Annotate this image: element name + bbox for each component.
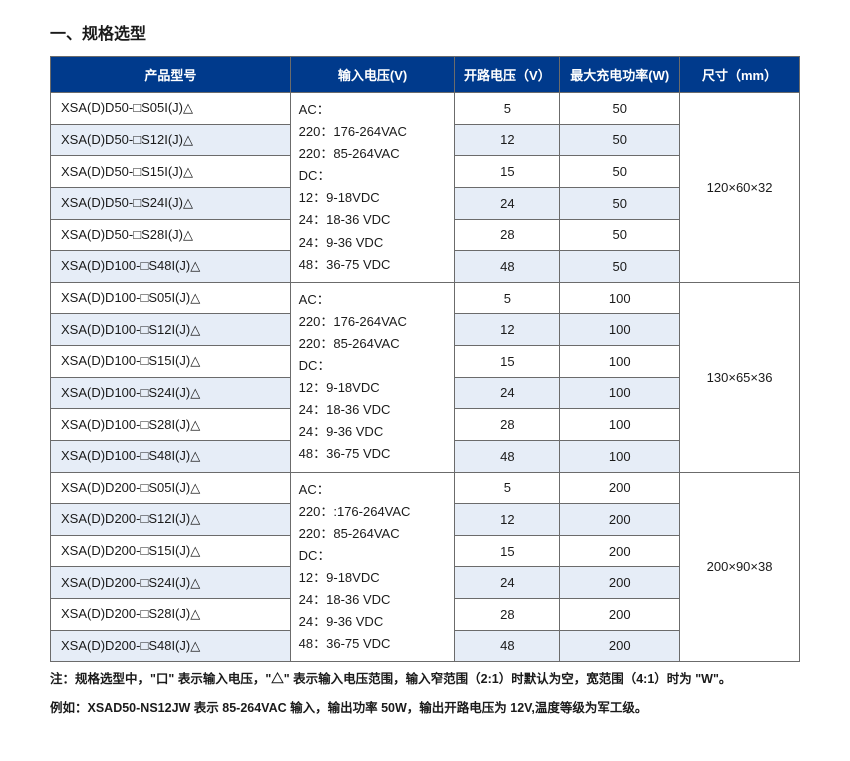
th-open: 开路电压（V） [455, 57, 560, 93]
cell-max-power: 50 [560, 124, 680, 156]
cell-model: XSA(D)D100-□S24I(J)△ [51, 377, 291, 409]
cell-max-power: 50 [560, 93, 680, 125]
cell-max-power: 200 [560, 472, 680, 504]
cell-max-power: 50 [560, 251, 680, 283]
cell-max-power: 100 [560, 282, 680, 314]
cell-model: XSA(D)D200-□S15I(J)△ [51, 535, 291, 567]
cell-model: XSA(D)D100-□S05I(J)△ [51, 282, 291, 314]
cell-model: XSA(D)D100-□S48I(J)△ [51, 440, 291, 472]
cell-open-voltage: 12 [455, 314, 560, 346]
cell-model: XSA(D)D200-□S05I(J)△ [51, 472, 291, 504]
cell-max-power: 50 [560, 219, 680, 251]
cell-open-voltage: 15 [455, 156, 560, 188]
cell-open-voltage: 28 [455, 219, 560, 251]
spec-table: 产品型号 输入电压(V) 开路电压（V） 最大充电功率(W) 尺寸（mm） XS… [50, 56, 800, 662]
cell-open-voltage: 15 [455, 346, 560, 378]
cell-model: XSA(D)D50-□S05I(J)△ [51, 93, 291, 125]
cell-open-voltage: 24 [455, 377, 560, 409]
cell-model: XSA(D)D100-□S28I(J)△ [51, 409, 291, 441]
cell-open-voltage: 48 [455, 440, 560, 472]
footnote-1: 注：规格选型中，"口" 表示输入电压，"△" 表示输入电压范围，输入窄范围（2:… [50, 668, 800, 691]
cell-input-voltage: AC：220：176-264VAC220：85-264VACDC：12：9-18… [290, 93, 455, 283]
cell-model: XSA(D)D200-□S28I(J)△ [51, 599, 291, 631]
cell-model: XSA(D)D50-□S12I(J)△ [51, 124, 291, 156]
cell-model: XSA(D)D200-□S12I(J)△ [51, 504, 291, 536]
cell-max-power: 100 [560, 377, 680, 409]
cell-input-voltage: AC：220：:176-264VAC220：85-264VACDC：12：9-1… [290, 472, 455, 662]
cell-max-power: 50 [560, 187, 680, 219]
cell-model: XSA(D)D50-□S24I(J)△ [51, 187, 291, 219]
cell-max-power: 200 [560, 567, 680, 599]
cell-open-voltage: 12 [455, 504, 560, 536]
cell-size: 200×90×38 [680, 472, 800, 662]
header-row: 产品型号 输入电压(V) 开路电压（V） 最大充电功率(W) 尺寸（mm） [51, 57, 800, 93]
th-input: 输入电压(V) [290, 57, 455, 93]
cell-max-power: 200 [560, 630, 680, 662]
footnote-2: 例如：XSAD50-NS12JW 表示 85-264VAC 输入，输出功率 50… [50, 697, 800, 720]
cell-model: XSA(D)D50-□S15I(J)△ [51, 156, 291, 188]
cell-open-voltage: 48 [455, 251, 560, 283]
th-size: 尺寸（mm） [680, 57, 800, 93]
cell-max-power: 100 [560, 440, 680, 472]
cell-model: XSA(D)D50-□S28I(J)△ [51, 219, 291, 251]
th-power: 最大充电功率(W) [560, 57, 680, 93]
section-title: 一、规格选型 [50, 20, 800, 44]
cell-max-power: 100 [560, 346, 680, 378]
cell-open-voltage: 5 [455, 93, 560, 125]
table-row: XSA(D)D200-□S05I(J)△AC：220：:176-264VAC22… [51, 472, 800, 504]
cell-open-voltage: 5 [455, 282, 560, 314]
cell-max-power: 200 [560, 599, 680, 631]
cell-open-voltage: 24 [455, 567, 560, 599]
table-row: XSA(D)D100-□S05I(J)△AC：220：176-264VAC220… [51, 282, 800, 314]
cell-max-power: 200 [560, 535, 680, 567]
table-row: XSA(D)D50-□S05I(J)△AC：220：176-264VAC220：… [51, 93, 800, 125]
cell-open-voltage: 24 [455, 187, 560, 219]
cell-model: XSA(D)D100-□S15I(J)△ [51, 346, 291, 378]
th-model: 产品型号 [51, 57, 291, 93]
cell-size: 130×65×36 [680, 282, 800, 472]
cell-model: XSA(D)D200-□S48I(J)△ [51, 630, 291, 662]
cell-open-voltage: 15 [455, 535, 560, 567]
cell-open-voltage: 12 [455, 124, 560, 156]
cell-size: 120×60×32 [680, 93, 800, 283]
cell-open-voltage: 48 [455, 630, 560, 662]
cell-max-power: 100 [560, 409, 680, 441]
cell-model: XSA(D)D100-□S12I(J)△ [51, 314, 291, 346]
cell-model: XSA(D)D100-□S48I(J)△ [51, 251, 291, 283]
cell-max-power: 200 [560, 504, 680, 536]
cell-max-power: 50 [560, 156, 680, 188]
cell-input-voltage: AC：220：176-264VAC220：85-264VACDC：12：9-18… [290, 282, 455, 472]
cell-open-voltage: 28 [455, 599, 560, 631]
cell-open-voltage: 5 [455, 472, 560, 504]
cell-model: XSA(D)D200-□S24I(J)△ [51, 567, 291, 599]
cell-open-voltage: 28 [455, 409, 560, 441]
cell-max-power: 100 [560, 314, 680, 346]
